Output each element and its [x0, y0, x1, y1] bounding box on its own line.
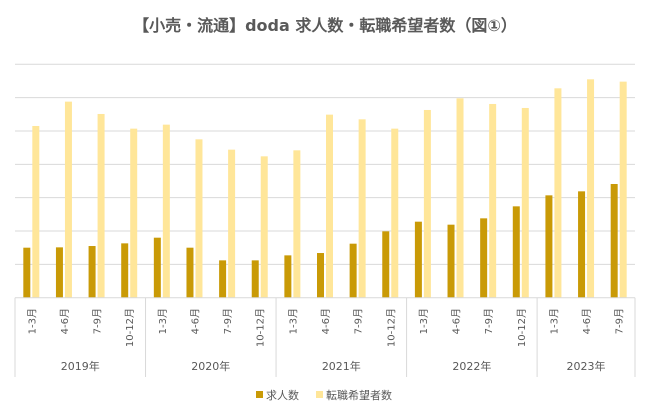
bar-job-seekers [32, 125, 40, 298]
bar-job-openings [414, 221, 422, 298]
bar-job-openings [545, 195, 553, 298]
bar-job-openings [317, 253, 324, 298]
x-tick-label: 10-12月 [124, 308, 136, 347]
bar-job-openings [284, 255, 292, 298]
x-tick-label: 7-9月 [92, 308, 104, 334]
bar-job-seekers [423, 109, 431, 298]
x-tick-label: 1-3月 [26, 308, 38, 334]
bar-job-seekers [619, 81, 627, 298]
x-group-label: 2021年 [322, 359, 361, 373]
bar-job-seekers [587, 79, 595, 298]
bar-job-seekers [456, 98, 464, 298]
bar-job-openings [349, 243, 357, 298]
legend-label-job-openings: 求人数 [266, 389, 299, 402]
x-tick-label: 4-6月 [581, 308, 593, 334]
bar-job-openings [186, 247, 194, 298]
x-tick-label: 4-6月 [451, 308, 463, 334]
x-tick-label: 4-6月 [59, 308, 71, 334]
legend-swatch-job-seekers [316, 391, 323, 398]
x-tick-label: 1-3月 [418, 308, 430, 334]
x-tick-label: 7-9月 [483, 308, 495, 334]
chart-title: 【小売・流通】doda 求人数・転職希望者数（図①） [133, 16, 517, 35]
x-tick-label: 7-9月 [614, 308, 626, 334]
legend-label-job-seekers: 転職希望者数 [326, 388, 392, 402]
x-tick-label: 4-6月 [189, 308, 201, 334]
bar-job-seekers [195, 139, 203, 298]
bar-job-openings [578, 191, 586, 298]
bar-job-seekers [391, 128, 399, 298]
x-tick-label: 4-6月 [320, 308, 332, 334]
x-group-label: 2019年 [61, 359, 100, 373]
bar-job-seekers [260, 156, 268, 298]
x-tick-label: 10-12月 [255, 308, 267, 347]
bar-job-openings [480, 218, 488, 298]
x-group-label: 2023年 [567, 359, 606, 373]
x-tick-label: 1-3月 [287, 308, 299, 334]
bar-job-seekers [97, 113, 105, 298]
bar-job-seekers [228, 149, 236, 298]
x-tick-label: 7-9月 [353, 308, 365, 334]
bar-job-seekers [162, 124, 170, 298]
bar-job-seekers [293, 150, 301, 298]
bar-job-openings [153, 237, 161, 298]
x-tick-label: 7-9月 [222, 308, 234, 334]
bar-job-seekers [521, 107, 529, 298]
bar-job-openings [23, 247, 31, 298]
bar-job-seekers [554, 88, 562, 298]
x-group-label: 2020年 [191, 359, 230, 373]
bar-job-seekers [130, 128, 138, 298]
bar-job-openings [219, 260, 227, 298]
x-tick-label: 10-12月 [516, 308, 528, 347]
bar-job-openings [447, 224, 455, 298]
legend: 求人数 転職希望者数 [256, 388, 392, 402]
bar-job-seekers [358, 119, 366, 298]
bar-job-seekers [326, 114, 333, 298]
x-group-label: 2022年 [452, 359, 491, 373]
x-tick-label: 10-12月 [385, 308, 397, 347]
x-tick-label: 1-3月 [157, 308, 169, 334]
bar-job-openings [251, 260, 259, 298]
bar-job-openings [382, 231, 390, 298]
legend-swatch-job-openings [256, 391, 263, 398]
bar-job-openings [88, 246, 96, 298]
bar-job-openings [121, 243, 129, 298]
bar-job-seekers [64, 101, 72, 298]
x-tick-label: 1-3月 [548, 308, 560, 334]
bar-job-openings [610, 184, 618, 298]
bar-job-openings [512, 206, 520, 298]
bar-job-seekers [489, 103, 497, 298]
bar-job-openings [55, 247, 63, 298]
